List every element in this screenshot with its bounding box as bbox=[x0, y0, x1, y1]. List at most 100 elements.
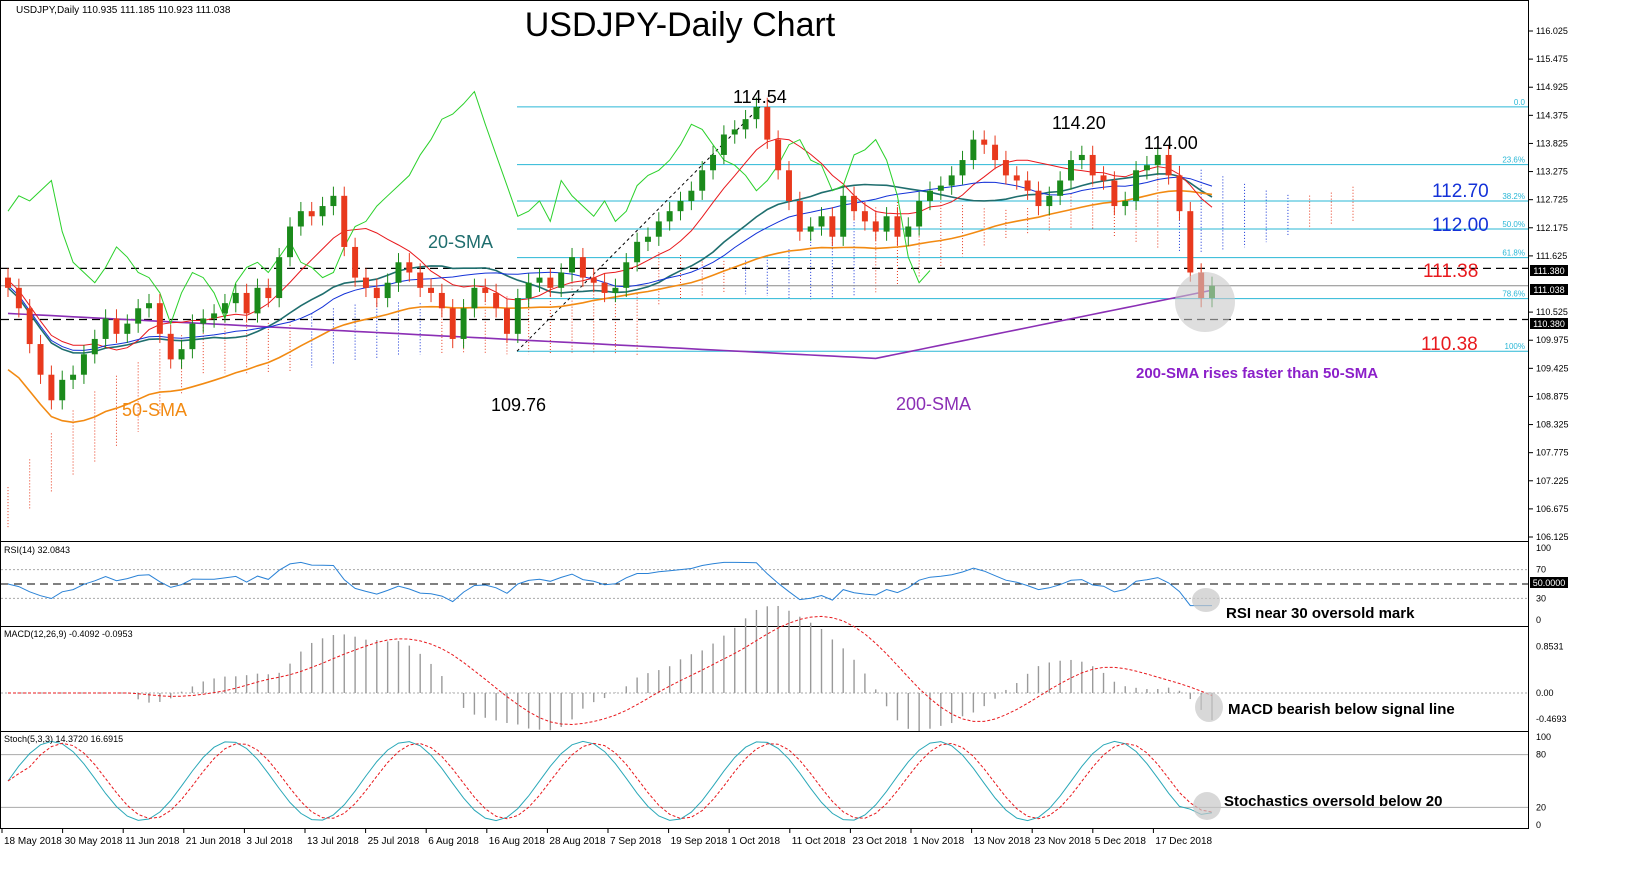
candle-body bbox=[102, 318, 109, 339]
candle-body bbox=[612, 287, 619, 293]
x-tick-label: 11 Jun 2018 bbox=[125, 836, 180, 847]
candle-body bbox=[710, 154, 717, 171]
x-tick-label: 25 Jul 2018 bbox=[368, 836, 420, 847]
fib-label: 38.2% bbox=[1502, 192, 1525, 201]
candle-body bbox=[460, 308, 467, 339]
candle-body bbox=[861, 211, 868, 222]
stoch-tick: 0 bbox=[1536, 820, 1541, 830]
candle-body bbox=[493, 292, 500, 309]
candle-body bbox=[503, 308, 510, 334]
x-tick-label: 5 Dec 2018 bbox=[1095, 836, 1147, 847]
level-111-38-label: 111.38 bbox=[1423, 261, 1478, 282]
candle-body bbox=[818, 216, 825, 227]
candle-body bbox=[1068, 160, 1074, 181]
candle-body bbox=[15, 287, 22, 309]
highlight-circle-price bbox=[1175, 272, 1235, 332]
candle-body bbox=[1154, 154, 1161, 166]
y-tick-label: 108.325 bbox=[1536, 420, 1569, 430]
candle-body bbox=[232, 292, 239, 304]
sma50-line bbox=[7, 189, 1213, 424]
candle-body bbox=[1035, 190, 1042, 207]
y-tick-label: 107.225 bbox=[1536, 476, 1569, 486]
candle-body bbox=[894, 216, 901, 237]
candle-body bbox=[590, 277, 597, 283]
candle-body bbox=[1046, 195, 1053, 207]
fib-label: 23.6% bbox=[1502, 156, 1525, 165]
x-tick-label: 13 Jul 2018 bbox=[307, 836, 359, 847]
candle-body bbox=[1111, 180, 1118, 207]
candle-body bbox=[471, 287, 478, 309]
stoch-note: Stochastics oversold below 20 bbox=[1224, 793, 1442, 810]
y-tick-label: 116.025 bbox=[1536, 26, 1568, 36]
fib-label: 0.0 bbox=[1514, 98, 1526, 107]
candle-body bbox=[840, 195, 847, 237]
highlight-circle-macd bbox=[1195, 692, 1223, 722]
candle-body bbox=[742, 119, 749, 130]
candle-body bbox=[948, 175, 955, 186]
candle-body bbox=[1122, 200, 1129, 207]
x-tick-label: 7 Sep 2018 bbox=[610, 836, 662, 847]
candle-body bbox=[341, 195, 348, 247]
candle-body bbox=[872, 221, 879, 232]
main-panel bbox=[0, 0, 1529, 542]
candle-body bbox=[959, 160, 966, 176]
y-tick-label: 114.375 bbox=[1536, 110, 1568, 120]
candle-body bbox=[634, 241, 641, 263]
candle-body bbox=[536, 277, 543, 283]
candle-body bbox=[287, 226, 294, 258]
rsi-tick: 30 bbox=[1536, 593, 1546, 603]
candle-body bbox=[764, 106, 771, 140]
candle-body bbox=[80, 354, 87, 375]
rsi-tick: 100 bbox=[1536, 543, 1551, 553]
high-114-00-label: 114.00 bbox=[1144, 133, 1198, 153]
y-tick-label: 106.675 bbox=[1536, 504, 1569, 514]
candle-body bbox=[406, 262, 413, 273]
candle-body bbox=[731, 129, 738, 135]
x-tick-label: 23 Oct 2018 bbox=[852, 836, 907, 847]
candlesticks bbox=[5, 97, 1215, 410]
price-tag-111038-bg bbox=[1530, 284, 1568, 295]
candle-body bbox=[156, 303, 163, 334]
candle-body bbox=[1176, 175, 1183, 212]
chikou-line bbox=[7, 90, 931, 326]
x-tick-label: 21 Jun 2018 bbox=[186, 836, 241, 847]
candle-body bbox=[677, 200, 684, 212]
candle-body bbox=[221, 303, 228, 314]
axes: 116.025 115.475 114.925 114.375 113.825 113.2… bbox=[1, 26, 1569, 847]
candle-body bbox=[558, 272, 565, 288]
candle-body bbox=[655, 221, 662, 237]
candle-body bbox=[319, 206, 326, 217]
x-tick-label: 13 Nov 2018 bbox=[974, 836, 1031, 847]
candle-body bbox=[1165, 154, 1172, 176]
candle-body bbox=[525, 282, 532, 299]
candle-body bbox=[200, 318, 207, 324]
price-tag-111380: 111.380 bbox=[1533, 266, 1564, 276]
stoch-tick: 80 bbox=[1536, 750, 1546, 760]
level-112-70-label: 112.70 bbox=[1432, 181, 1489, 202]
candle-body bbox=[1024, 180, 1031, 191]
x-tick-label: 19 Sep 2018 bbox=[671, 836, 728, 847]
fib-label: 50.0% bbox=[1502, 220, 1525, 229]
y-tick-label: 113.825 bbox=[1536, 138, 1568, 148]
level-110-38-label: 110.38 bbox=[1421, 334, 1478, 355]
fib-label: 100% bbox=[1505, 342, 1525, 351]
candle-body bbox=[785, 170, 792, 201]
candle-body bbox=[981, 139, 988, 145]
rsi-label: RSI(14) 32.0843 bbox=[4, 545, 70, 555]
candle-body bbox=[438, 292, 445, 309]
candle-body bbox=[330, 195, 337, 207]
candle-body bbox=[482, 287, 489, 293]
level-112-00-label: 112.00 bbox=[1432, 215, 1489, 236]
price-tag-110380-bg bbox=[1530, 318, 1568, 329]
x-tick-label: 28 Aug 2018 bbox=[549, 836, 606, 847]
stoch-panel bbox=[0, 731, 1529, 829]
candle-body bbox=[135, 308, 142, 324]
candle-body bbox=[373, 287, 380, 299]
candle-body bbox=[699, 170, 706, 191]
candle-body bbox=[1089, 154, 1096, 176]
high-114-20-label: 114.20 bbox=[1052, 113, 1106, 133]
chart-title: USDJPY-Daily Chart bbox=[525, 6, 836, 44]
x-tick-label: 6 Aug 2018 bbox=[428, 836, 479, 847]
y-tick-label: 114.925 bbox=[1536, 82, 1568, 92]
